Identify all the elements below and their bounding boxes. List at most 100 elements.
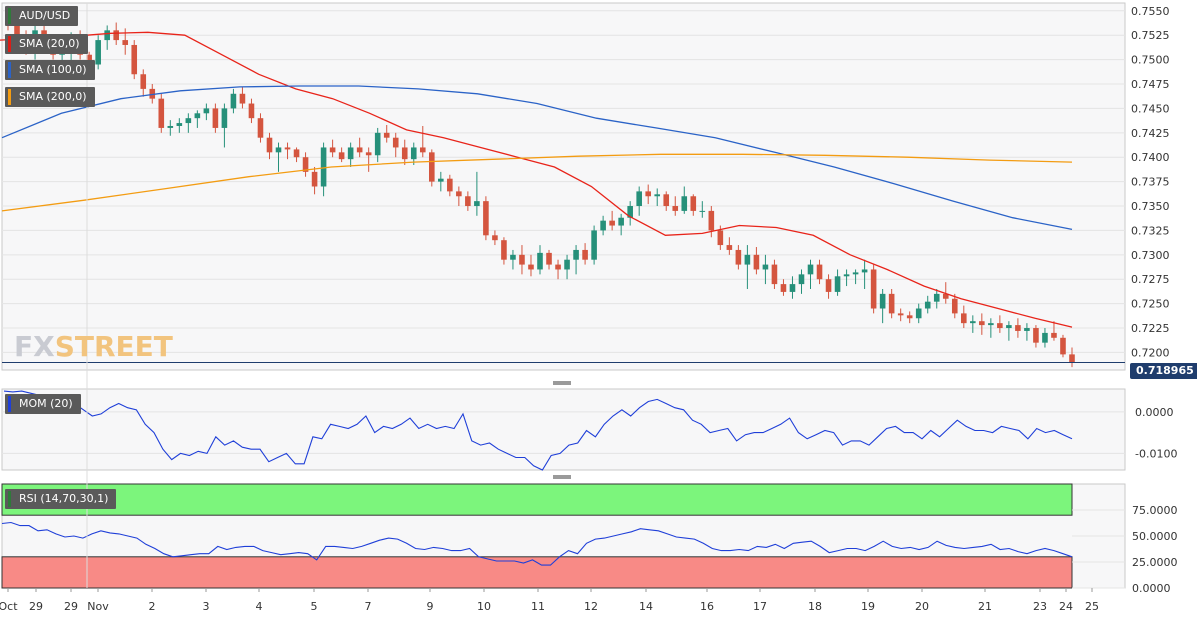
candle-body [510, 254, 516, 260]
candle-body [131, 44, 138, 75]
sma200-line [1, 153, 1073, 212]
price-tick-label: 0.7300 [1131, 249, 1170, 262]
mom-text: MOM (20) [19, 397, 73, 410]
candle-body [672, 206, 679, 211]
candle-body [879, 293, 886, 309]
candle-body [600, 220, 606, 231]
candle-body [465, 196, 471, 207]
sma100-swatch [8, 62, 11, 78]
candle-body [961, 313, 967, 324]
candle-body [834, 276, 841, 292]
x-tick-label: 29 [29, 600, 43, 613]
candle-body [14, 25, 20, 41]
logo-fx: FX [14, 330, 55, 363]
sma100-label[interactable]: SMA (100,0) [5, 60, 95, 80]
x-tick-label: 12 [584, 600, 598, 613]
price-tick-label: 0.7475 [1131, 78, 1170, 91]
candle-body [537, 252, 543, 270]
candle-body [528, 264, 534, 270]
candle-body [681, 196, 688, 211]
candle-body [1060, 337, 1066, 355]
candle-body [140, 74, 147, 89]
candle-body [419, 147, 426, 153]
x-tick-label: 21 [978, 600, 992, 613]
candle-body [970, 321, 976, 324]
candle-body [456, 191, 462, 197]
price-tick-label: 0.7400 [1131, 151, 1170, 164]
sma20-text: SMA (20,0) [19, 37, 80, 50]
candle-body [275, 147, 282, 153]
candle-body [104, 30, 110, 41]
candle-body [311, 171, 318, 187]
candle-body [401, 147, 408, 160]
price-tick-label: 0.7275 [1131, 273, 1170, 286]
mom-swatch [8, 396, 11, 412]
candle-body [501, 240, 507, 260]
candle-body [293, 149, 300, 158]
sma200-swatch [8, 89, 11, 105]
price-tick-label: 0.7225 [1131, 322, 1170, 335]
candle-body [230, 93, 237, 109]
candle-body [1069, 354, 1075, 363]
candle-body [825, 279, 832, 292]
candle-body [979, 321, 985, 326]
price-tick-label: 0.7250 [1131, 298, 1170, 311]
candle-body [1051, 332, 1057, 338]
x-tick-label: 25 [1085, 600, 1099, 613]
candle-body [609, 220, 615, 226]
current-price-tag: 0.718965 [1130, 363, 1197, 379]
candle-body [356, 147, 363, 153]
symbol-swatch [8, 8, 11, 24]
candle-body [113, 30, 119, 41]
candle-body [284, 147, 291, 150]
candle-body [546, 252, 552, 265]
candle-body [519, 254, 525, 265]
candle-body [392, 137, 399, 148]
candle-body [573, 249, 579, 260]
candle-body [726, 245, 733, 250]
candle-body [789, 284, 796, 292]
candle-body [429, 152, 435, 182]
candle-body [374, 132, 381, 156]
symbol-label[interactable]: AUD/USD [5, 6, 79, 26]
candle-body [861, 269, 868, 273]
candle-body [365, 152, 372, 156]
sma200-label[interactable]: SMA (200,0) [5, 87, 95, 107]
rsi-label[interactable]: RSI (14,70,30,1) [5, 489, 117, 509]
candle-body [717, 230, 724, 246]
x-tick-label: 9 [427, 600, 434, 613]
rsi-swatch [8, 491, 11, 507]
price-tick-label: 0.7375 [1131, 176, 1170, 189]
candle-body [176, 123, 183, 126]
candle-body [744, 254, 751, 265]
candle-body [699, 210, 706, 212]
candle-body [194, 113, 201, 119]
price-tick-label: 0.7200 [1131, 346, 1170, 359]
candle-body [843, 274, 850, 277]
x-tick-label: 20 [915, 600, 929, 613]
x-tick-label: 24 [1059, 600, 1073, 613]
fxstreet-logo: FXSTREET [14, 330, 173, 363]
candle-body [302, 157, 309, 172]
sma20-line [0, 31, 1073, 328]
candle-body [555, 264, 561, 270]
sma20-label[interactable]: SMA (20,0) [5, 34, 88, 54]
candle-body [663, 194, 670, 207]
candle-body [149, 88, 156, 99]
mom-panel [1, 388, 1126, 471]
mom-label[interactable]: MOM (20) [5, 394, 81, 414]
sma20-swatch [8, 36, 11, 52]
candle-body [591, 230, 597, 260]
splitter-grip-2 [553, 475, 571, 479]
price-tick-label: 0.7525 [1131, 29, 1170, 42]
candle-body [410, 147, 417, 160]
price-panel [1, 2, 1126, 371]
candle-body [167, 125, 174, 128]
symbol-text: AUD/USD [19, 9, 71, 22]
rsi-tick-label: 50.0000 [1132, 530, 1178, 543]
candle-body [997, 323, 1003, 329]
mom-tick-label: -0.0100 [1135, 447, 1177, 460]
x-tick-label: 7 [365, 600, 372, 613]
splitter-grip-1 [553, 381, 571, 385]
price-tick-label: 0.7550 [1131, 5, 1170, 18]
